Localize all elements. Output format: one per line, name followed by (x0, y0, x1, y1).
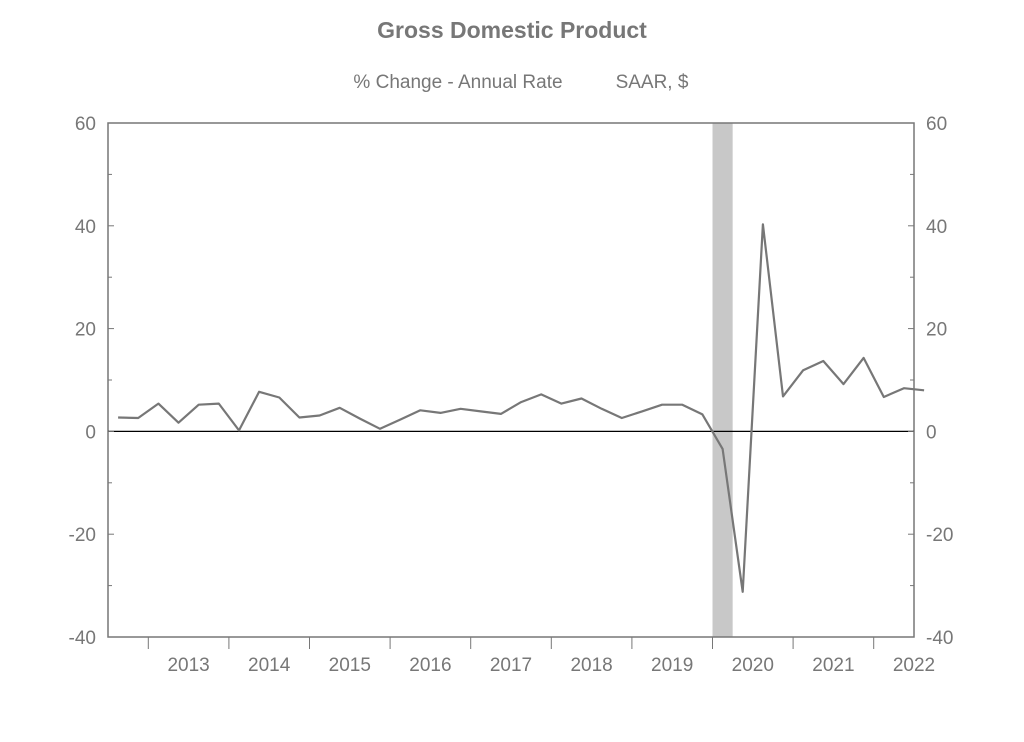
y-tick-label-right: 60 (926, 114, 947, 135)
y-tick-label-left: 40 (75, 217, 96, 238)
y-tick-label-left: 20 (75, 320, 96, 341)
x-tick-label: 2017 (490, 655, 532, 676)
y-tick-label-left: 60 (75, 114, 96, 135)
series-line-gdp (118, 223, 925, 593)
plot-frame (107, 122, 915, 638)
x-tick-label: 2019 (651, 655, 693, 676)
chart-subtitle-adjustment: SAAR, $ (616, 72, 689, 93)
chart-subtitle-units: % Change - Annual Rate (353, 72, 562, 93)
y-tick-label-right: 20 (926, 320, 947, 341)
x-tick-label: 2015 (329, 655, 371, 676)
y-tick-label-right: -40 (926, 628, 953, 649)
y-tick-label-left: 0 (85, 422, 96, 443)
y-tick-label-right: -20 (926, 525, 953, 546)
y-tick-label-left: -20 (69, 525, 96, 546)
y-tick-label-right: 40 (926, 217, 947, 238)
recession-band (712, 123, 733, 637)
x-tick-label: 2018 (570, 655, 612, 676)
x-tick-label: 2014 (248, 655, 291, 676)
chart-title: Gross Domestic Product (377, 17, 647, 43)
x-tick-label: 2021 (812, 655, 854, 676)
y-tick-label-left: -40 (69, 628, 96, 649)
x-tick-label: 2020 (732, 655, 774, 676)
x-tick-label: 2013 (167, 655, 209, 676)
y-tick-label-right: 0 (926, 422, 937, 443)
x-tick-label: 2016 (409, 655, 451, 676)
x-tick-label: 2022 (893, 655, 935, 676)
